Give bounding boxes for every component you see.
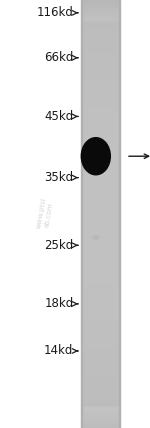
Text: www.ptsl
ab.com: www.ptsl ab.com	[36, 197, 54, 231]
Text: 66kd: 66kd	[44, 51, 74, 64]
Bar	[119, 0, 120, 428]
Text: 35kd: 35kd	[44, 171, 74, 184]
Text: 18kd: 18kd	[44, 297, 74, 310]
Text: 25kd: 25kd	[44, 239, 74, 252]
Text: 14kd: 14kd	[44, 345, 74, 357]
Bar	[81, 0, 82, 428]
Text: 45kd: 45kd	[44, 110, 74, 123]
Ellipse shape	[81, 137, 111, 175]
Ellipse shape	[92, 235, 99, 240]
Text: 116kd: 116kd	[37, 6, 74, 19]
